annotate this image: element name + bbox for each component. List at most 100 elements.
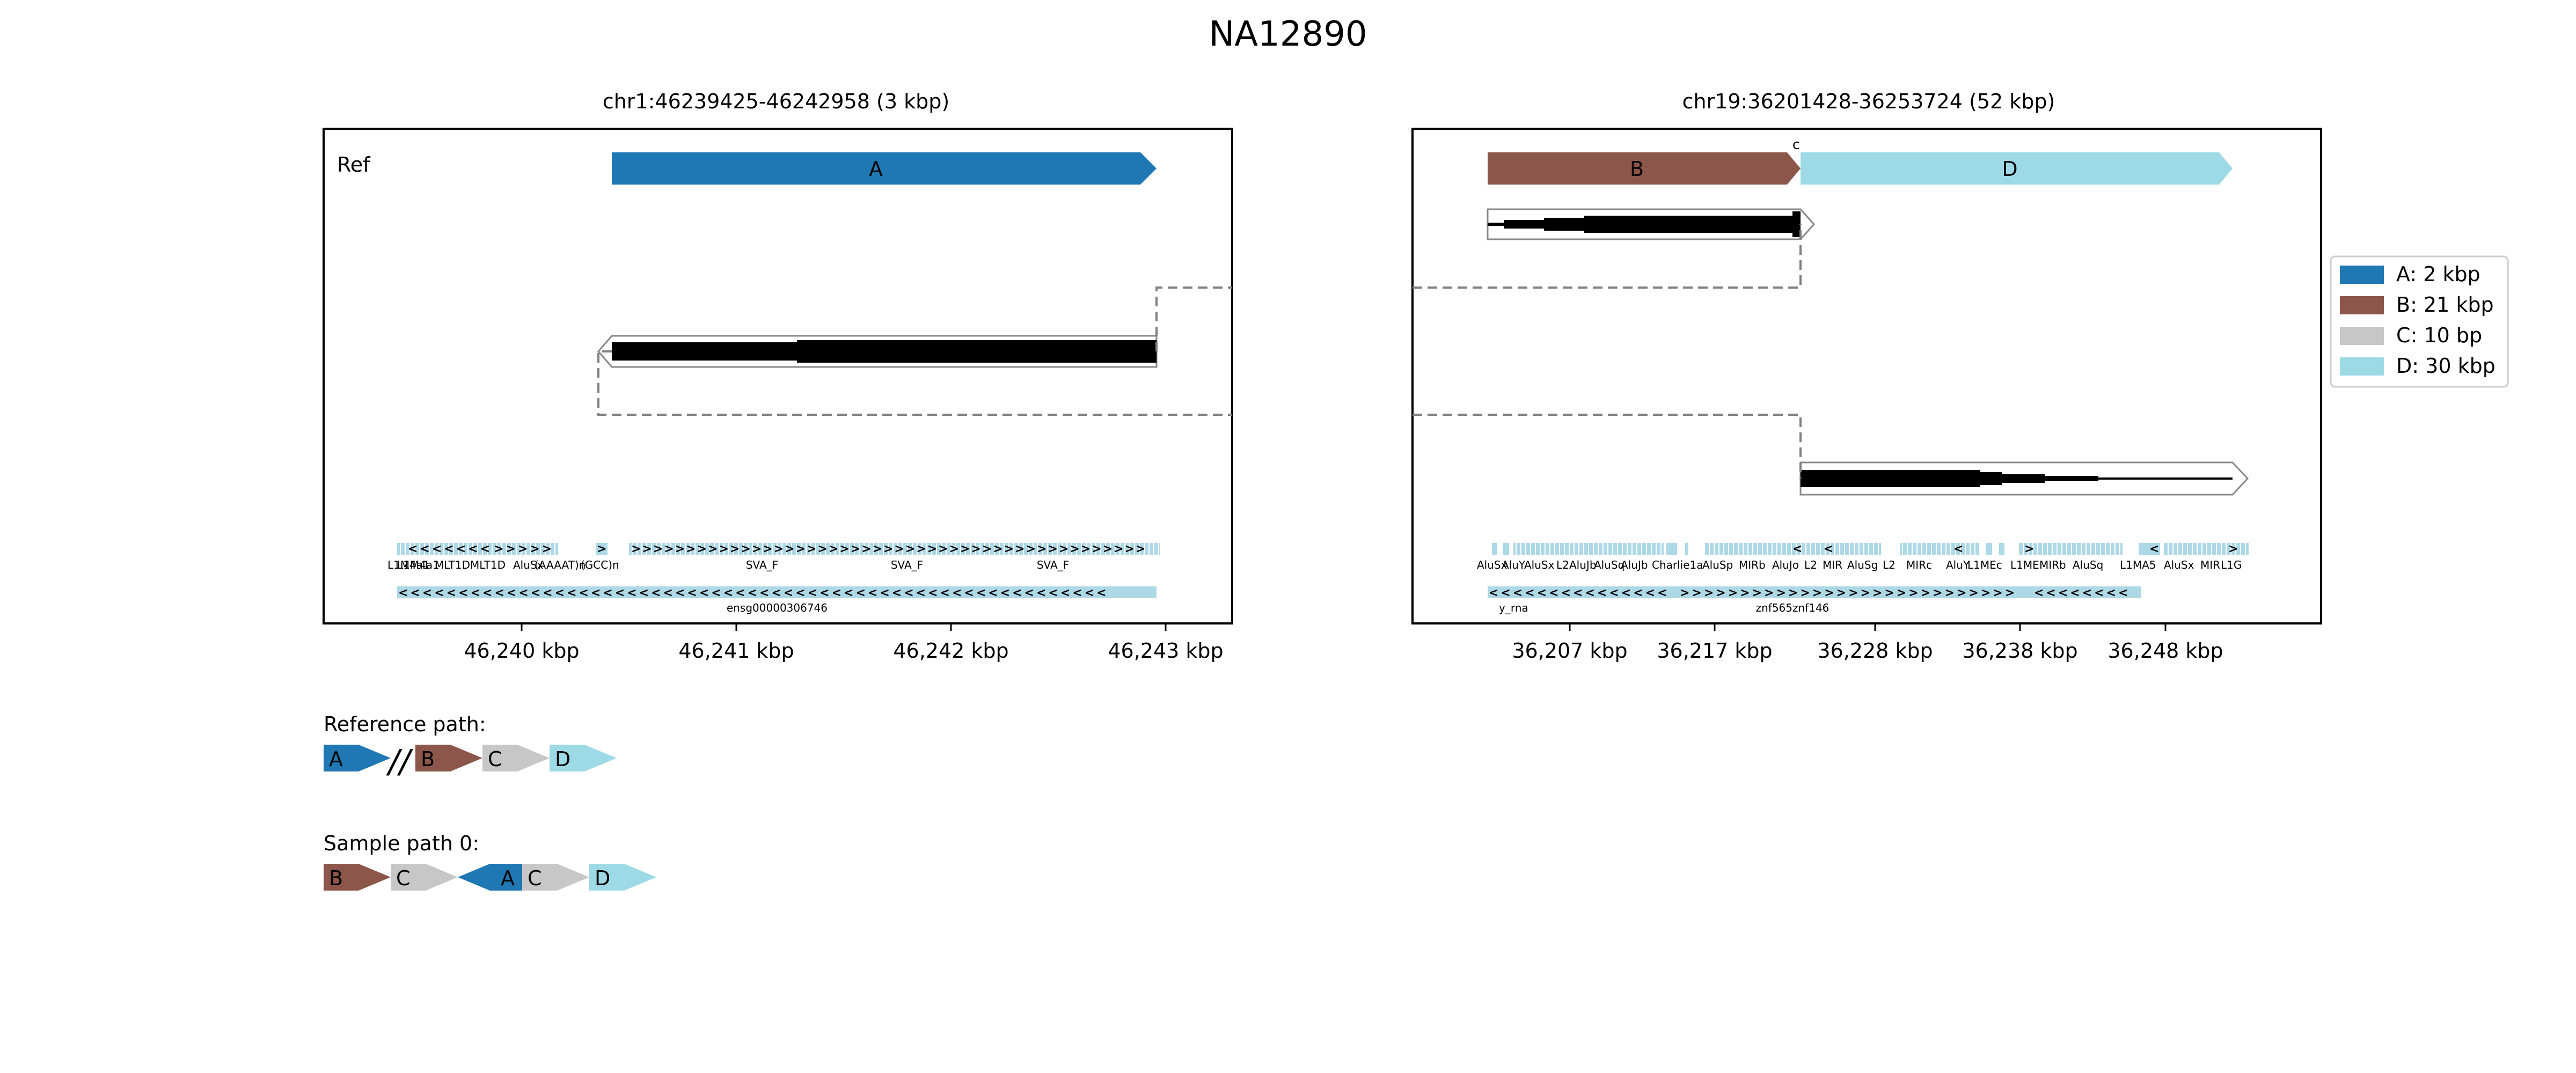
legend-frame <box>2330 255 2509 388</box>
repeat-label: AluSx <box>1477 558 1507 571</box>
repeat-label: L1MEc <box>1967 558 2002 571</box>
repeat-label: AluSp <box>1702 558 1733 571</box>
svg-text:<<<<<<<: <<<<<<< <box>408 542 492 556</box>
repeat-track: < < < > < > AluSx AluY AluSx L2 AluJb Al… <box>1477 542 2249 571</box>
panel-title: chr1:46239425-46242958 (3 kbp) <box>603 90 949 113</box>
repeat-label: AluSg <box>1847 558 1878 571</box>
ref-segment-b: B <box>1488 152 1801 185</box>
repeat-label: (GCC)n <box>581 558 619 571</box>
reference-path: Reference path: A // B C D <box>324 712 617 781</box>
repeat-label: AluSq <box>1594 558 1624 571</box>
svg-text:<: < <box>1792 542 1802 556</box>
path-node-b: B <box>324 864 391 891</box>
svg-text:<<<<<<<<: <<<<<<<< <box>2034 586 2130 600</box>
svg-text:D: D <box>555 747 570 771</box>
path-label: Sample path 0: <box>324 832 479 855</box>
svg-text:B: B <box>421 747 435 771</box>
repeat-label: L1M4a1 <box>387 558 430 571</box>
repeat-label: MIRb <box>2039 558 2066 571</box>
right-panel: chr19:36201428-36253724 (52 kbp) B c D <box>1411 90 2322 663</box>
x-axis: 46,240 kbp 46,241 kbp 46,242 kbp 46,243 … <box>464 623 1224 663</box>
path-node-d: D <box>589 864 656 891</box>
ref-segment-d: D <box>1801 152 2233 185</box>
path-break: // <box>386 743 413 781</box>
adjacency-line <box>1413 414 1802 479</box>
ref-label: Ref <box>337 153 371 177</box>
tick-label: 36,238 kbp <box>1962 639 2077 663</box>
gene-label: znf146 <box>1792 601 1829 614</box>
path-label: Reference path: <box>324 712 486 736</box>
svg-text:>>>>>>>>>>>>>>>>>>>>>>>>>>>>: >>>>>>>>>>>>>>>>>>>>>>>>>>>> <box>1680 586 2017 600</box>
repeat-label: AluJb <box>1621 558 1648 571</box>
tick-label: 36,217 kbp <box>1657 639 1772 663</box>
adjacency-line <box>1155 286 1232 351</box>
svg-text:B: B <box>329 866 343 890</box>
path-node-d: D <box>550 745 617 771</box>
path-node-a-reversed: A <box>458 864 522 891</box>
repeat-label: L1MA5 <box>2120 558 2156 571</box>
svg-text:<: < <box>1824 542 1833 556</box>
segment-label: A <box>869 157 883 181</box>
tick-label: 46,240 kbp <box>464 639 579 663</box>
legend-entry-a: A: 2 kbp <box>2340 262 2480 286</box>
path-node-c: C <box>391 864 458 891</box>
path-node-a: A <box>324 745 391 771</box>
repeat-label: L2 <box>1804 558 1817 571</box>
repeat-label: AluSx <box>1524 558 1555 571</box>
path-node-b: B <box>415 745 482 771</box>
legend: A: 2 kbp B: 21 kbp C: 10 bp D: 30 kbp <box>2330 255 2509 388</box>
svg-text:B: 21 kbp: B: 21 kbp <box>2396 293 2494 317</box>
sample-path-0: Sample path 0: B C A C D <box>324 832 656 891</box>
svg-text:A: A <box>501 866 515 890</box>
transcript <box>597 335 1158 368</box>
tick-label: 36,248 kbp <box>2107 639 2223 663</box>
repeat-label: MLT1D <box>470 558 506 571</box>
panel-frame <box>1411 128 2322 624</box>
adjacency-line <box>1413 224 1802 289</box>
path-node-c: C <box>482 745 550 771</box>
svg-text:A: 2 kbp: A: 2 kbp <box>2396 262 2480 286</box>
repeat-label: MLT1D <box>435 558 470 571</box>
repeat-label: AluSx <box>2164 558 2194 571</box>
transcript <box>1799 461 2249 496</box>
repeat-label: AluJo <box>1772 558 1799 571</box>
segment-label: B <box>1630 157 1644 181</box>
legend-entry-b: B: 21 kbp <box>2340 293 2494 317</box>
repeat-label: AluSx <box>513 558 544 571</box>
repeat-label: SVA_F <box>891 558 923 571</box>
gene-label: znf565 <box>1756 601 1792 614</box>
panel-frame <box>323 128 1233 624</box>
gene-label: ensg00000306746 <box>727 601 828 614</box>
svg-text:C: C <box>396 866 411 890</box>
segment-label: c <box>1792 137 1800 153</box>
repeat-label: SVA_F <box>746 558 778 571</box>
tick-label: 46,242 kbp <box>893 639 1008 663</box>
repeat-label: L1M4a1 <box>397 558 440 571</box>
svg-text:>: > <box>597 542 606 556</box>
transcript <box>1487 208 1816 240</box>
repeat-label: L1ME <box>2010 558 2039 571</box>
gene-track: <<<<<<<<<<<<<<< >>>>>>>>>>>>>>>>>>>>>>>>… <box>1488 586 2141 614</box>
repeat-label: AluY <box>1946 558 1970 571</box>
svg-text:D: 30 kbp: D: 30 kbp <box>2396 354 2496 378</box>
repeat-label: MIR <box>2200 558 2220 571</box>
adjacency-line <box>597 350 1232 416</box>
svg-text:<<<<<<<<<<<<<<<<<<<<<<<<<<<<<<: <<<<<<<<<<<<<<<<<<<<<<<<<<<<<<<<<<<<<<<<… <box>398 586 1109 600</box>
svg-text:>>>>>>>>>>>>>>>>>>>>>>>>>>>>>>: >>>>>>>>>>>>>>>>>>>>>>>>>>>>>>>>>>>>>>>>… <box>631 542 1146 556</box>
svg-text:C: 10 bp: C: 10 bp <box>2396 324 2482 347</box>
repeat-label: SVA_F <box>1037 558 1069 571</box>
svg-text:C: C <box>528 866 542 890</box>
gene-label: y_rna <box>1499 601 1528 614</box>
repeat-label: L2 <box>1556 558 1569 571</box>
tick-label: 36,228 kbp <box>1817 639 1933 663</box>
legend-entry-d: D: 30 kbp <box>2340 354 2496 378</box>
svg-text:D: D <box>595 866 610 890</box>
left-panel: chr1:46239425-46242958 (3 kbp) Ref A <<<… <box>323 90 1233 663</box>
svg-text:>: > <box>2024 542 2034 556</box>
repeat-label: Charlie1a <box>1652 558 1703 571</box>
repeat-label: L1G <box>2221 558 2242 571</box>
repeat-label: MIR <box>1823 558 1842 571</box>
svg-text:A: A <box>329 747 343 771</box>
tick-label: 46,243 kbp <box>1108 639 1223 663</box>
